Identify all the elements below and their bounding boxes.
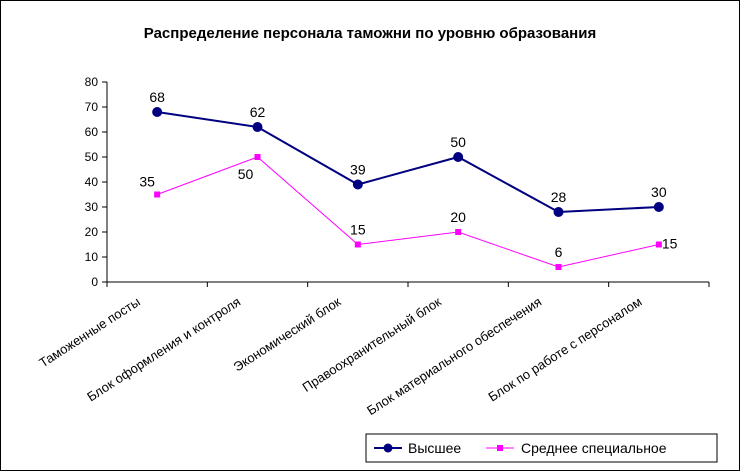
y-tick-label: 30 [85, 200, 99, 214]
data-label: 30 [651, 184, 667, 200]
data-label: 68 [149, 89, 165, 105]
legend-swatch-marker [497, 445, 503, 451]
data-point [352, 179, 363, 190]
data-point [655, 241, 662, 248]
data-point [555, 264, 562, 270]
legend-label-higher: Высшее [408, 440, 461, 456]
data-label: 39 [350, 162, 366, 178]
x-category-label: Блок материального обеспечения [364, 294, 544, 418]
y-tick-label: 60 [85, 125, 99, 139]
y-tick-label: 0 [91, 275, 98, 289]
x-category-label: Экономический блок [231, 294, 344, 375]
data-label: 6 [555, 244, 563, 260]
y-tick-label: 70 [85, 100, 99, 114]
legend: Высшее Среднее специальное [365, 433, 718, 463]
data-point [553, 207, 564, 217]
series-line-higher [157, 111, 659, 214]
data-point [455, 229, 462, 235]
data-point [154, 191, 161, 198]
y-tick-label: 80 [85, 75, 99, 89]
y-tick-label: 20 [85, 225, 99, 239]
data-label: 35 [139, 174, 155, 190]
y-tick-label: 10 [85, 250, 99, 264]
data-label: 20 [450, 209, 466, 225]
data-label: 28 [551, 189, 567, 205]
data-label: 50 [238, 166, 254, 182]
data-label: 50 [450, 134, 466, 150]
data-point [453, 152, 464, 162]
legend-box [365, 433, 718, 463]
x-category-label: Таможенные посты [36, 294, 142, 370]
data-label: 62 [250, 104, 266, 120]
chart-title: Распределение персонала таможни по уровн… [144, 25, 596, 42]
legend-swatch-marker [383, 443, 393, 453]
y-tick-label: 40 [85, 175, 99, 189]
data-point [152, 107, 163, 117]
legend-label-secondary: Среднее специальное [521, 440, 667, 456]
data-label: 15 [662, 236, 678, 252]
series-line-secondary [156, 156, 659, 268]
series-layer: 68 62 39 50 28 30 35 50 15 20 6 15 [139, 89, 678, 270]
data-point [354, 241, 361, 248]
data-point [252, 122, 263, 132]
data-label: 15 [350, 222, 366, 238]
data-point [653, 202, 664, 212]
data-point [254, 154, 261, 160]
y-tick-label: 50 [85, 150, 99, 164]
